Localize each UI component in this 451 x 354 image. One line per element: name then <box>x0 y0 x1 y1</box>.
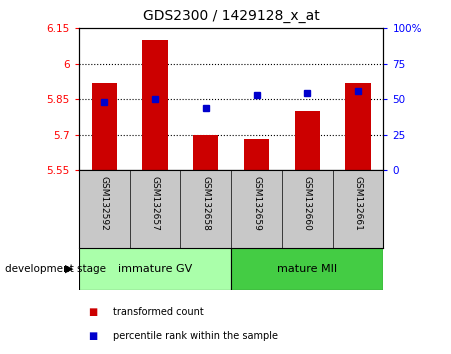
Bar <box>244 139 269 170</box>
Text: immature GV: immature GV <box>118 264 192 274</box>
Text: GSM132592: GSM132592 <box>100 176 109 231</box>
Bar <box>79 248 231 290</box>
Text: mature MII: mature MII <box>277 264 337 274</box>
Bar <box>345 82 371 170</box>
Bar <box>193 135 218 170</box>
Text: GSM132661: GSM132661 <box>354 176 363 231</box>
Bar <box>143 40 168 170</box>
Text: ▶: ▶ <box>65 264 74 274</box>
Text: GDS2300 / 1429128_x_at: GDS2300 / 1429128_x_at <box>143 9 319 23</box>
Text: ■: ■ <box>88 331 97 341</box>
Text: development stage: development stage <box>5 264 106 274</box>
Bar <box>92 82 117 170</box>
Bar <box>231 248 383 290</box>
Text: GSM132659: GSM132659 <box>252 176 261 231</box>
Text: GSM132657: GSM132657 <box>151 176 160 231</box>
Bar <box>295 111 320 170</box>
Text: transformed count: transformed count <box>113 307 203 316</box>
Text: ■: ■ <box>88 307 97 316</box>
Text: GSM132658: GSM132658 <box>201 176 210 231</box>
Text: percentile rank within the sample: percentile rank within the sample <box>113 331 278 341</box>
Text: GSM132660: GSM132660 <box>303 176 312 231</box>
